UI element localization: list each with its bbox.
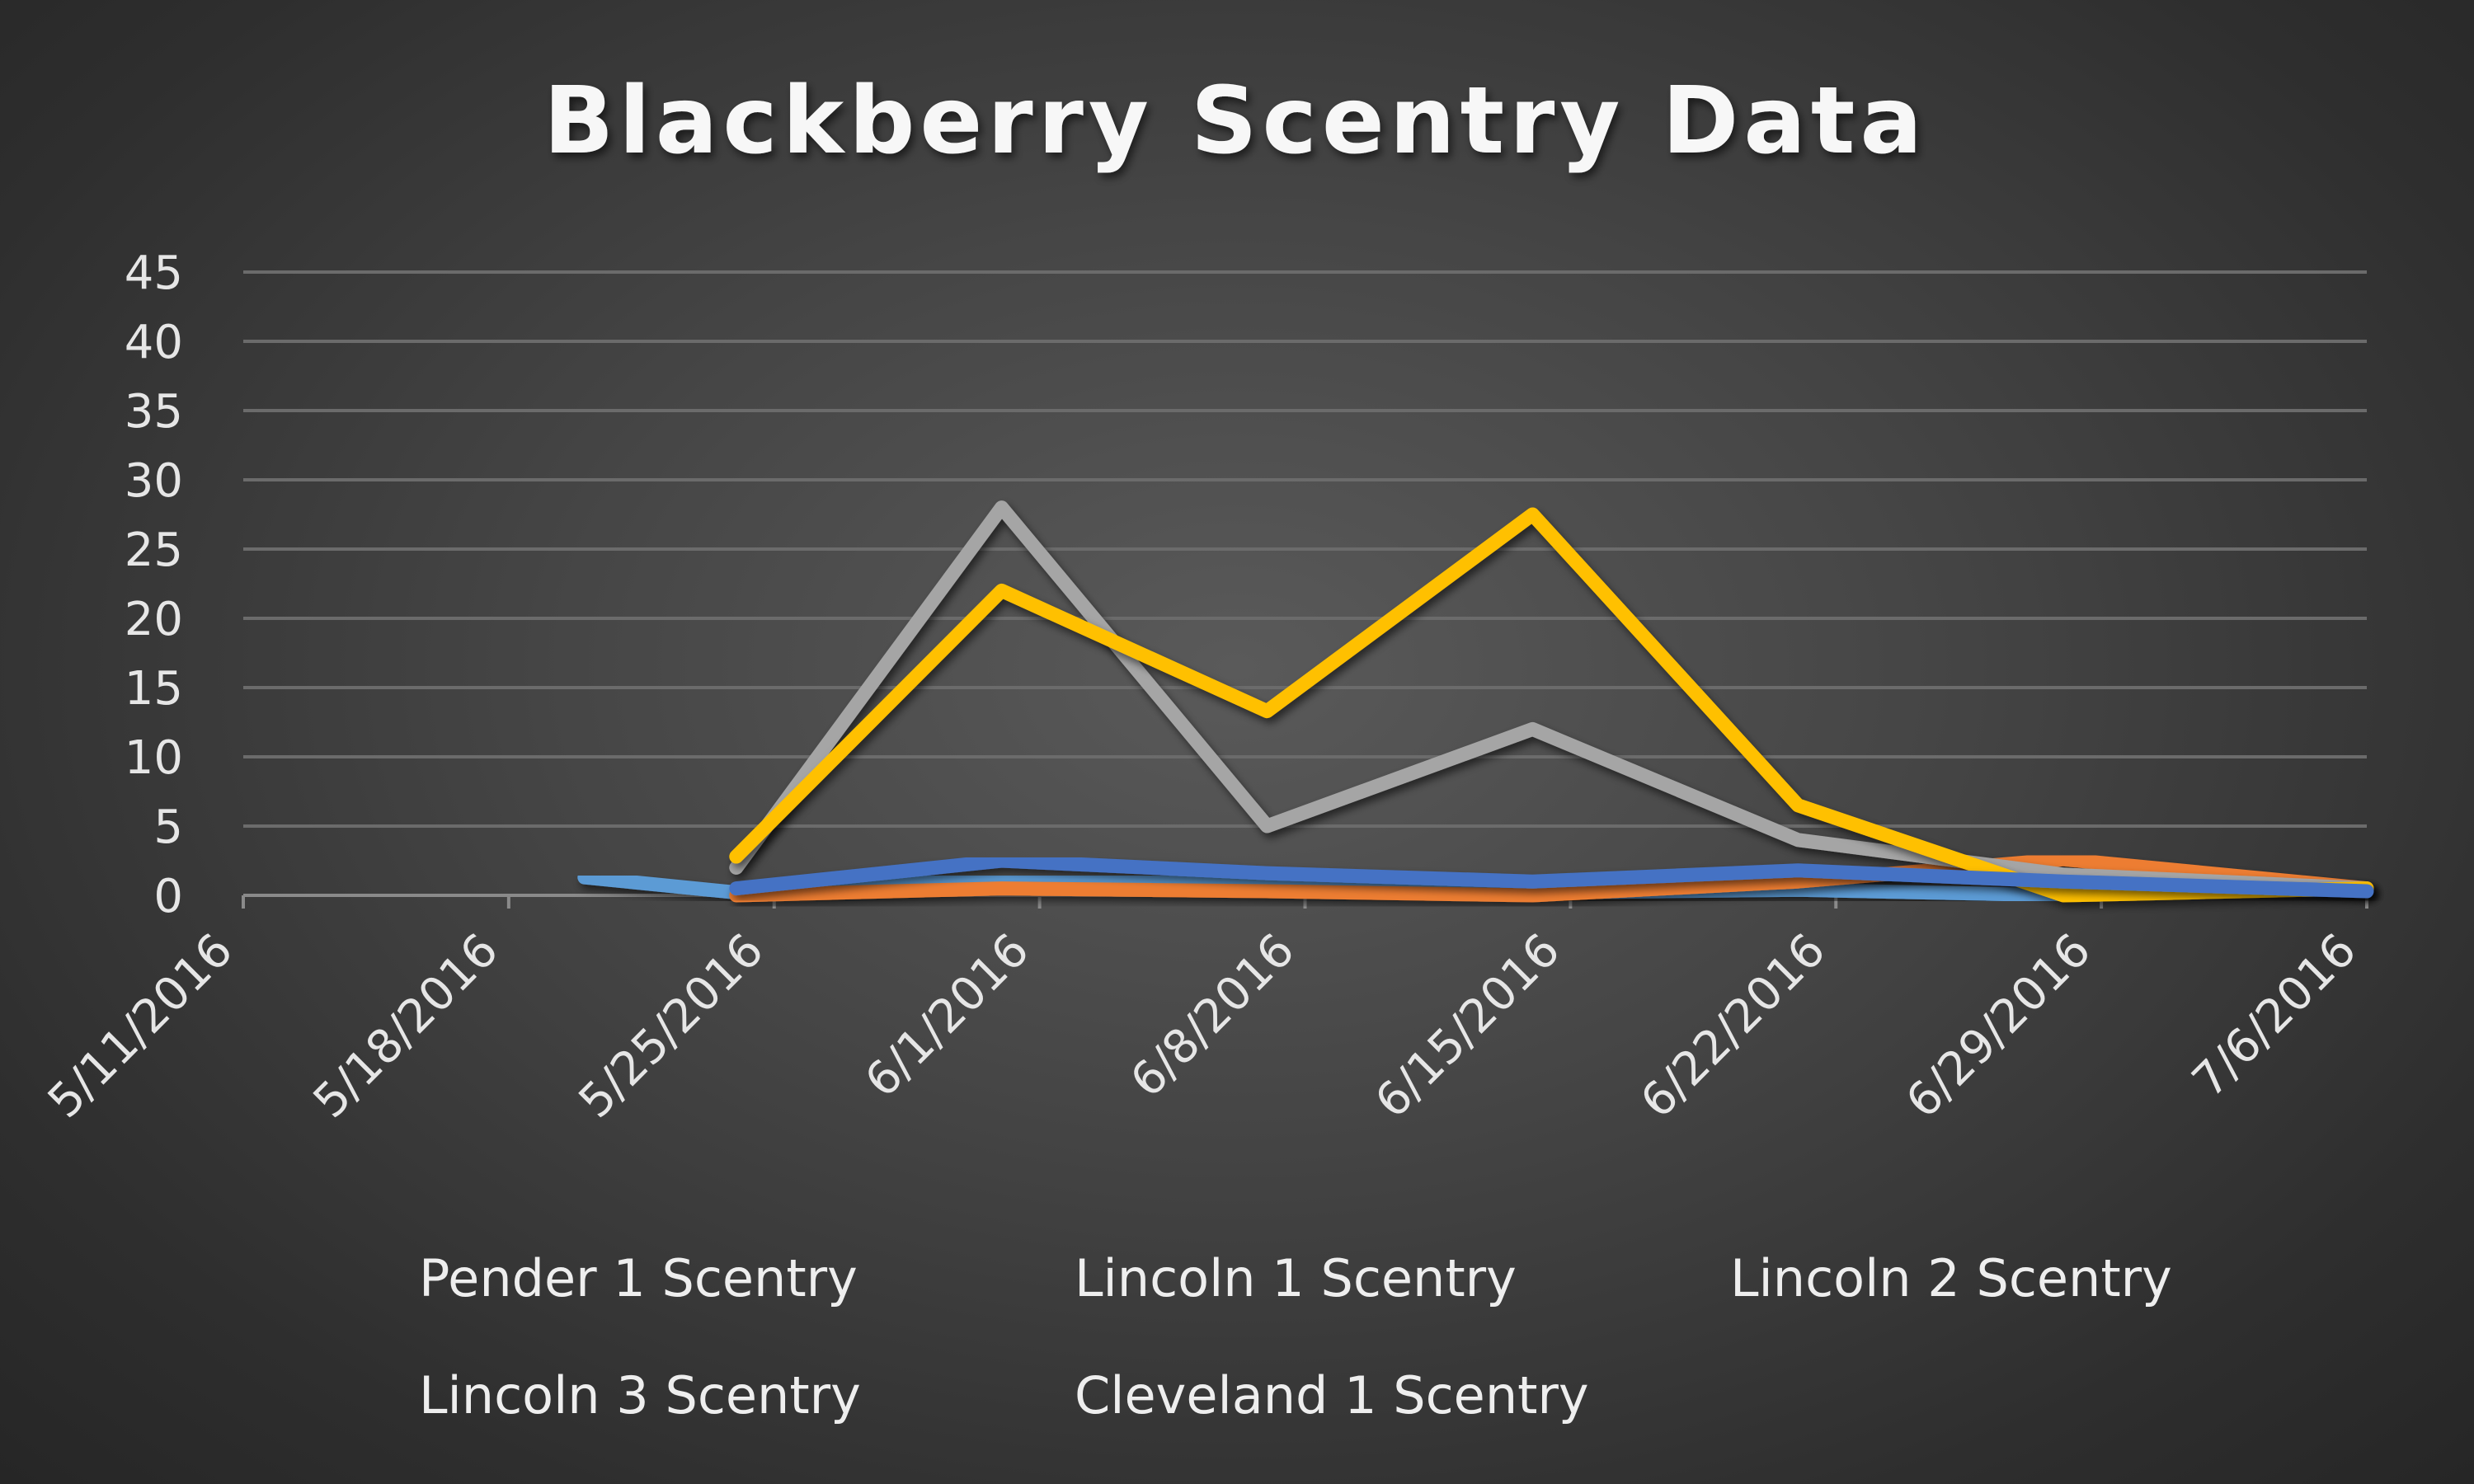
y-tick-label: 25 bbox=[125, 524, 183, 577]
x-axis: 5/11/2016 5/18/2016 5/25/2016 6/1/2016 6/8/2… bbox=[38, 894, 2368, 1129]
legend: Pender 1 Scentry Lincoln 1 Scentry Lincoln… bbox=[265, 1248, 2172, 1425]
legend-label: Lincoln 1 Scentry bbox=[1075, 1248, 1517, 1308]
x-tick-label: 6/22/2016 bbox=[1630, 923, 1836, 1129]
x-tick-label: 5/11/2016 bbox=[38, 923, 243, 1129]
x-tick-label: 6/29/2016 bbox=[1896, 923, 2101, 1129]
plot-area bbox=[577, 500, 2374, 903]
y-tick-label: 10 bbox=[125, 731, 183, 785]
x-tick-label: 5/25/2016 bbox=[569, 923, 774, 1129]
x-tick-label: 5/18/2016 bbox=[303, 923, 509, 1129]
y-tick-label: 45 bbox=[125, 247, 183, 300]
series-line-1 bbox=[729, 852, 2374, 903]
y-tick-label: 0 bbox=[153, 870, 183, 923]
x-tick-label: 6/15/2016 bbox=[1365, 923, 1570, 1129]
x-tick-label: 7/6/2016 bbox=[2182, 923, 2367, 1108]
series-line-4 bbox=[729, 853, 2374, 899]
x-tick-label: 6/8/2016 bbox=[1121, 923, 1305, 1108]
series-line-3 bbox=[729, 507, 2374, 903]
gridlines bbox=[243, 270, 2367, 828]
y-axis: 0 5 10 15 20 25 30 35 40 45 bbox=[125, 247, 183, 923]
y-tick-label: 20 bbox=[125, 593, 183, 646]
x-tick-label: 6/1/2016 bbox=[855, 923, 1040, 1108]
legend-label: Cleveland 1 Scentry bbox=[1075, 1365, 1589, 1425]
series-line-2 bbox=[729, 500, 2374, 896]
legend-label: Lincoln 2 Scentry bbox=[1730, 1248, 2172, 1308]
chart-title: Blackberry Scentry Data bbox=[543, 68, 1927, 175]
y-tick-label: 5 bbox=[153, 801, 183, 854]
y-tick-label: 35 bbox=[125, 385, 183, 439]
y-tick-label: 40 bbox=[125, 316, 183, 369]
y-tick-label: 15 bbox=[125, 662, 183, 716]
y-tick-label: 30 bbox=[125, 454, 183, 508]
legend-label: Pender 1 Scentry bbox=[419, 1248, 858, 1308]
legend-label: Lincoln 3 Scentry bbox=[419, 1365, 861, 1425]
